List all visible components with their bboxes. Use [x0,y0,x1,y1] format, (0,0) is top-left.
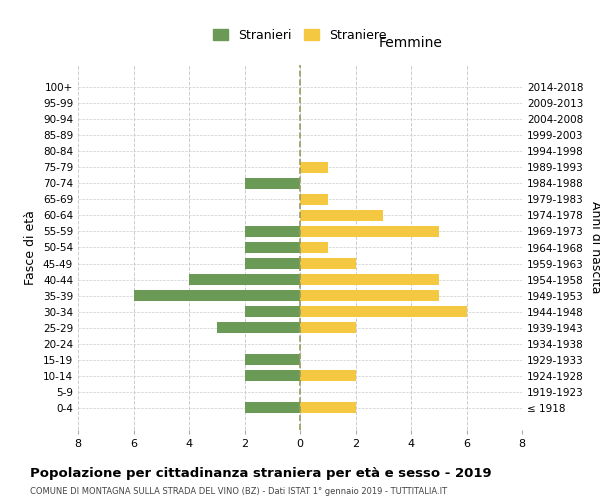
Bar [245,242,300,254]
Bar [300,194,328,205]
Bar [300,322,355,334]
Bar [300,306,467,318]
Bar [300,242,328,254]
Text: Femmine: Femmine [379,36,443,51]
Bar [300,370,355,382]
Bar [189,274,300,285]
Bar [300,210,383,221]
Bar [245,258,300,270]
Text: Popolazione per cittadinanza straniera per età e sesso - 2019: Popolazione per cittadinanza straniera p… [30,468,491,480]
Bar [245,306,300,318]
Bar [245,354,300,366]
Y-axis label: Fasce di età: Fasce di età [25,210,37,285]
Bar [133,290,300,302]
Bar [300,402,355,413]
Bar [245,402,300,413]
Bar [300,162,328,173]
Bar [245,370,300,382]
Bar [300,258,355,270]
Bar [217,322,300,334]
Bar [245,226,300,237]
Legend: Stranieri, Straniere: Stranieri, Straniere [208,24,392,47]
Text: COMUNE DI MONTAGNA SULLA STRADA DEL VINO (BZ) - Dati ISTAT 1° gennaio 2019 - TUT: COMUNE DI MONTAGNA SULLA STRADA DEL VINO… [30,488,447,496]
Bar [300,226,439,237]
Bar [300,274,439,285]
Y-axis label: Anni di nascita: Anni di nascita [589,201,600,294]
Bar [245,178,300,189]
Bar [300,290,439,302]
